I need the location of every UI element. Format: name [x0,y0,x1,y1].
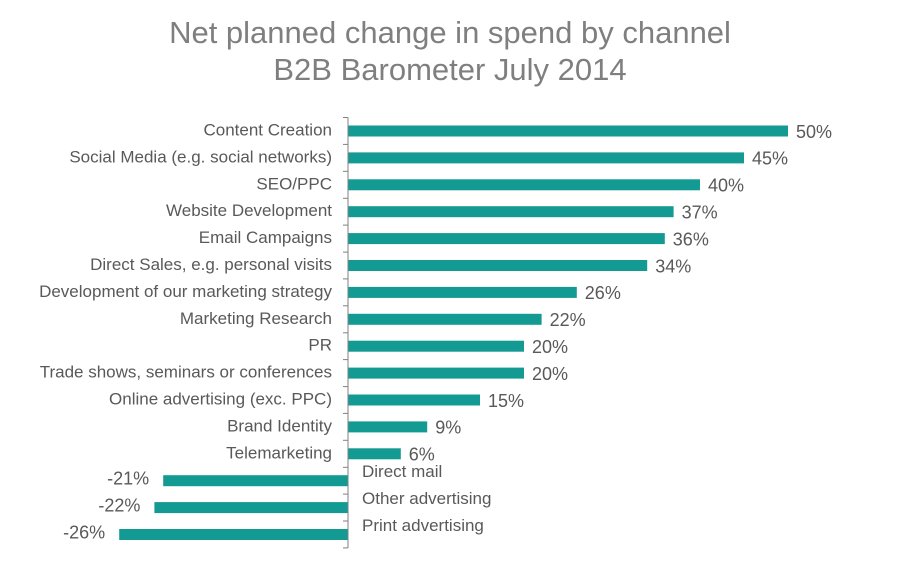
value-label-trade-shows-seminars-or-conferences: 20% [532,364,568,384]
labels-layer: 50% Content Creation 45% Social Media (e.g.… [39,120,832,542]
bar-content-creation [348,125,788,137]
category-label-pr: PR [308,336,332,355]
bar-website-development [348,206,674,218]
value-label-brand-identity: 9% [435,418,461,438]
bar-other-advertising [154,502,348,514]
value-label-content-creation: 50% [796,122,832,142]
chart-subtitle: B2B Barometer July 2014 [273,52,627,87]
category-label-direct-mail: Direct mail [362,462,442,481]
category-label-online-advertising-exc-ppc: Online advertising (exc. PPC) [109,389,332,408]
bar-social-media-e-g-social-networks [348,152,744,164]
bar-telemarketing [348,448,401,460]
category-label-email-campaigns: Email Campaigns [199,228,332,247]
bar-email-campaigns [348,233,665,245]
bar-seo-ppc [348,179,700,191]
value-label-social-media-e-g-social-networks: 45% [752,149,788,169]
chart-title-line-1: Net planned change in spend by channel [169,15,731,50]
value-label-pr: 20% [532,337,568,357]
axis-ticks [343,117,348,549]
category-label-direct-sales-e-g-personal-visits: Direct Sales, e.g. personal visits [90,255,332,274]
value-label-development-of-our-marketing-strategy: 26% [585,283,621,303]
bar-trade-shows-seminars-or-conferences [348,367,524,379]
value-label-online-advertising-exc-ppc: 15% [488,391,524,411]
category-label-other-advertising: Other advertising [362,489,491,508]
bar-direct-sales-e-g-personal-visits [348,260,648,271]
bar-direct-mail [163,475,348,487]
category-label-content-creation: Content Creation [203,120,332,139]
category-label-seo-ppc: SEO/PPC [256,174,332,193]
value-label-direct-mail: -21% [107,468,149,488]
value-label-telemarketing: 6% [409,445,435,465]
value-label-email-campaigns: 36% [673,229,709,249]
category-label-brand-identity: Brand Identity [227,416,332,435]
bar-print-advertising [119,529,348,540]
bar-pr [348,340,524,352]
chart-title: Net planned change in spend by channel B… [0,14,900,88]
value-label-website-development: 37% [682,202,718,222]
bar-brand-identity [348,421,428,433]
category-label-print-advertising: Print advertising [362,516,484,535]
category-label-trade-shows-seminars-or-conferences: Trade shows, seminars or conferences [40,363,332,382]
bar-online-advertising-exc-ppc [348,394,480,406]
value-label-direct-sales-e-g-personal-visits: 34% [655,256,691,276]
value-label-marketing-research: 22% [550,310,586,330]
value-label-print-advertising: -26% [63,522,105,542]
bars-layer [119,125,788,540]
value-label-other-advertising: -22% [98,495,140,515]
bar-development-of-our-marketing-strategy [348,286,577,298]
category-label-telemarketing: Telemarketing [226,443,332,462]
category-label-social-media-e-g-social-networks: Social Media (e.g. social networks) [69,147,332,166]
value-label-seo-ppc: 40% [708,176,744,196]
category-label-development-of-our-marketing-strategy: Development of our marketing strategy [39,282,332,301]
category-label-website-development: Website Development [166,201,332,220]
bar-marketing-research [348,313,542,325]
category-label-marketing-research: Marketing Research [180,309,332,328]
